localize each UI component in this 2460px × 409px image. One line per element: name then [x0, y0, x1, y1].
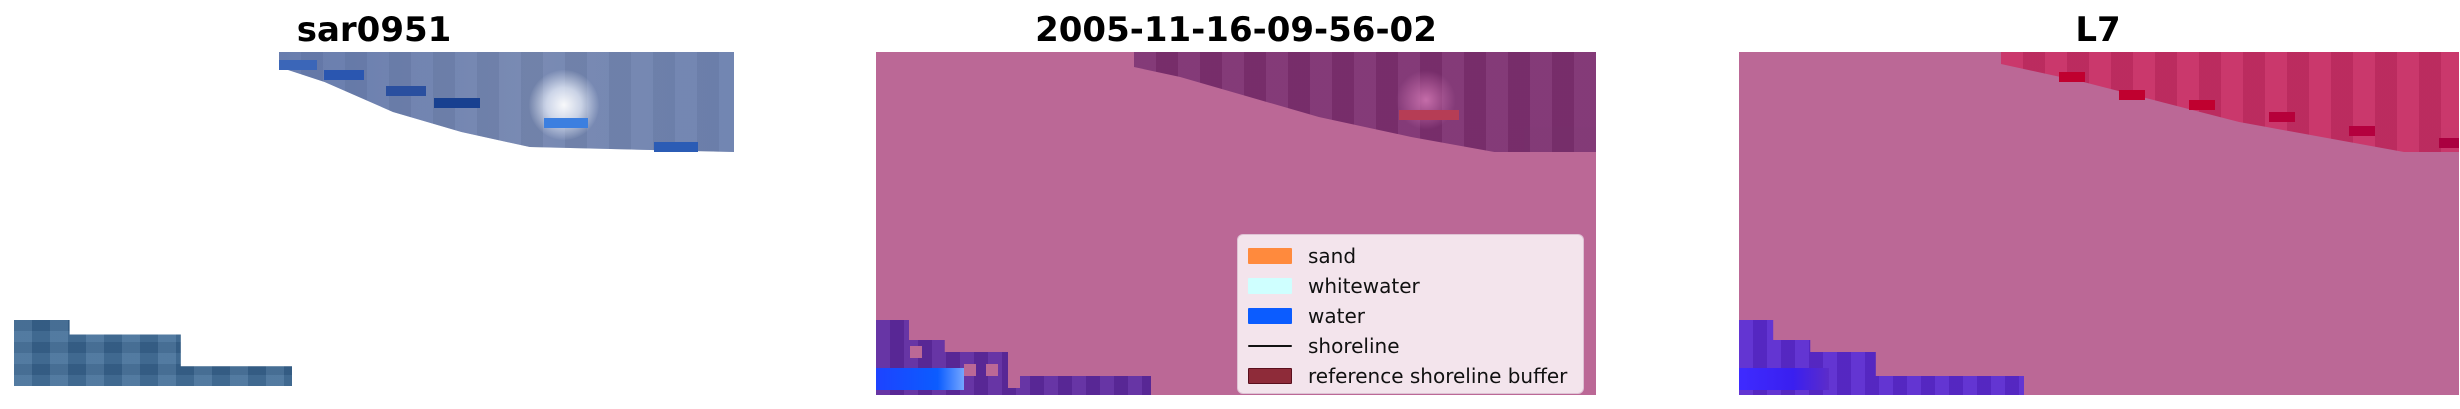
water-bright-pixels — [876, 368, 964, 390]
legend-item-whitewater: whitewater — [1248, 271, 1573, 301]
shoreline-pixels-5 — [544, 118, 588, 128]
legend-label-water: water — [1308, 304, 1365, 328]
background-holes — [910, 346, 922, 358]
shoreline-pixels-4 — [434, 98, 480, 108]
coastal-patch-upper — [279, 52, 734, 152]
shoreline-pixels-3 — [386, 86, 426, 96]
rgb-image-panel — [14, 52, 734, 387]
title-center: 2005-11-16-09-56-02 — [1035, 10, 1437, 50]
red-edge-accents — [2059, 72, 2085, 82]
bright-glare — [529, 70, 599, 140]
title-left: sar0951 — [296, 10, 452, 50]
legend-swatch-whitewater — [1248, 278, 1292, 294]
legend-swatch-sand — [1248, 248, 1292, 264]
reference-buffer-segment — [1399, 110, 1459, 120]
shoreline-pixels-6 — [654, 142, 698, 152]
legend-item-sand: sand — [1248, 241, 1573, 271]
legend-swatch-reference-shoreline-buffer — [1248, 368, 1292, 384]
title-right: L7 — [2075, 10, 2121, 50]
legend-item-shoreline: shoreline — [1248, 331, 1573, 361]
legend-line-shoreline — [1248, 345, 1292, 347]
legend-item-reference-shoreline-buffer: reference shoreline buffer — [1248, 361, 1573, 391]
red-region-top — [2001, 52, 2459, 152]
shoreline-pixels-2 — [324, 70, 364, 80]
blue-bright-pixels — [1739, 368, 1829, 390]
legend-label-shoreline: shoreline — [1308, 334, 1400, 358]
legend-swatch-water — [1248, 308, 1292, 324]
classified-overlay-panel — [876, 52, 1596, 395]
coastal-patch-lower — [14, 320, 292, 386]
classification-legend: sand whitewater water shoreline referenc… — [1237, 234, 1584, 394]
legend-label-whitewater: whitewater — [1308, 274, 1420, 298]
shoreline-pixels-1 — [279, 60, 317, 70]
legend-label-sand: sand — [1308, 244, 1357, 268]
dark-region-top — [1134, 52, 1596, 152]
sensor-overlay-panel — [1739, 52, 2459, 395]
glare-overlay — [1396, 70, 1456, 130]
legend-label-reference-shoreline-buffer: reference shoreline buffer — [1308, 364, 1568, 388]
legend-item-water: water — [1248, 301, 1573, 331]
